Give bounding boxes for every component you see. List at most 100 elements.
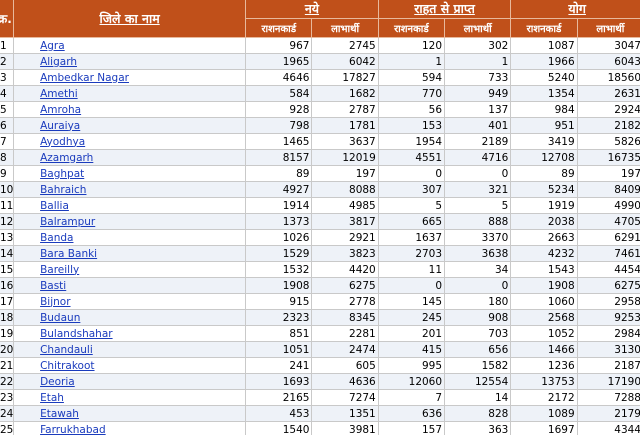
table-row: 15 Bareilly 1532 4420 11 34 1543 4454 — [0, 261, 640, 278]
district-cell: Bulandshahar — [13, 325, 247, 342]
total-beneficiaries-cell: 7461 — [576, 245, 640, 262]
district-link[interactable]: Azamgarh — [40, 151, 94, 164]
total-ration-card-cell: 1089 — [510, 405, 578, 422]
district-link[interactable]: Amroha — [40, 103, 82, 116]
total-ration-card-cell: 13753 — [510, 373, 578, 390]
table-row: 21 Chitrakoot 241 605 995 1582 1236 2187 — [0, 357, 640, 374]
relief-ration-card-cell: 7 — [377, 389, 446, 406]
district-link[interactable]: Bareilly — [40, 263, 80, 276]
total-beneficiaries-cell: 2984 — [576, 325, 640, 342]
new-ration-card-cell: 8157 — [245, 149, 313, 166]
table-row: 16 Basti 1908 6275 0 0 1908 6275 — [0, 277, 640, 294]
district-cell: Banda — [13, 229, 247, 246]
relief-ration-card-cell: 0 — [377, 277, 446, 294]
total-ration-card-cell: 984 — [510, 101, 578, 118]
district-cell: Budaun — [13, 309, 247, 326]
district-cell: Basti — [13, 277, 247, 294]
district-link[interactable]: Etawah — [40, 407, 79, 420]
total-ration-card-cell: 1966 — [510, 53, 578, 70]
district-link[interactable]: Chandauli — [40, 343, 93, 356]
district-link[interactable]: Balrampur — [40, 215, 96, 228]
relief-ration-card-cell: 120 — [377, 37, 446, 54]
district-link[interactable]: Budaun — [40, 311, 81, 324]
relief-beneficiaries-cell: 3638 — [444, 245, 512, 262]
district-link[interactable]: Agra — [40, 39, 65, 52]
district-cell: Auraiya — [13, 117, 247, 134]
new-ration-card-cell: 1532 — [245, 261, 313, 278]
serial-cell: 24 — [0, 405, 15, 422]
district-cell: Ayodhya — [13, 133, 247, 150]
relief-beneficiaries-cell: 888 — [444, 213, 512, 230]
district-link[interactable]: Bara Banki — [40, 247, 98, 260]
table-header: क्र. जिले का नाम नये राहत से प्राप्त योग… — [0, 0, 640, 38]
table-row: 17 Bijnor 915 2778 145 180 1060 2958 — [0, 293, 640, 310]
district-link[interactable]: Aligarh — [40, 55, 77, 68]
relief-ration-card-cell: 4551 — [377, 149, 446, 166]
group-header-relief-label: राहत से प्राप्त — [414, 1, 475, 16]
district-link[interactable]: Ayodhya — [40, 135, 86, 148]
serial-cell: 4 — [0, 85, 15, 102]
relief-ration-card-cell: 245 — [377, 309, 446, 326]
relief-ration-card-cell: 0 — [377, 165, 446, 182]
total-beneficiaries-cell: 18560 — [576, 69, 640, 86]
relief-beneficiaries-cell: 733 — [444, 69, 512, 86]
district-cell: Bijnor — [13, 293, 247, 310]
district-link[interactable]: Ambedkar Nagar — [40, 71, 129, 84]
new-beneficiaries-cell: 2474 — [311, 341, 379, 358]
new-beneficiaries-cell: 2745 — [311, 37, 379, 54]
district-link[interactable]: Etah — [40, 391, 64, 404]
group-header-new-label: नये — [304, 1, 320, 16]
relief-ration-card-cell: 11 — [377, 261, 446, 278]
district-link[interactable]: Bulandshahar — [40, 327, 113, 340]
serial-cell: 21 — [0, 357, 15, 374]
district-link[interactable]: Chitrakoot — [40, 359, 95, 372]
table-row: 25 Farrukhabad 1540 3981 157 363 1697 4344 — [0, 421, 640, 435]
relief-ration-card-cell: 157 — [377, 421, 446, 435]
total-ration-card-cell: 2663 — [510, 229, 578, 246]
district-link[interactable]: Bijnor — [40, 295, 71, 308]
table-row: 4 Amethi 584 1682 770 949 1354 2631 — [0, 85, 640, 102]
total-beneficiaries-cell: 2179 — [576, 405, 640, 422]
new-beneficiaries-cell: 3637 — [311, 133, 379, 150]
district-link[interactable]: Auraiya — [40, 119, 81, 132]
table-row: 6 Auraiya 798 1781 153 401 951 2182 — [0, 117, 640, 134]
table-row: 5 Amroha 928 2787 56 137 984 2924 — [0, 101, 640, 118]
serial-cell: 25 — [0, 421, 15, 435]
district-cell: Chandauli — [13, 341, 247, 358]
district-link[interactable]: Baghpat — [40, 167, 85, 180]
total-ration-card-cell: 1052 — [510, 325, 578, 342]
district-link[interactable]: Bahraich — [40, 183, 87, 196]
group-header-total: योग — [510, 0, 640, 19]
new-beneficiaries-cell: 3823 — [311, 245, 379, 262]
table-row: 2 Aligarh 1965 6042 1 1 1966 6043 — [0, 53, 640, 70]
relief-beneficiaries-cell: 34 — [444, 261, 512, 278]
table-row: 23 Etah 2165 7274 7 14 2172 7288 — [0, 389, 640, 406]
relief-ration-card-cell: 145 — [377, 293, 446, 310]
new-ration-card-cell: 584 — [245, 85, 313, 102]
district-cell: Amroha — [13, 101, 247, 118]
relief-beneficiaries-cell: 656 — [444, 341, 512, 358]
district-cell: Deoria — [13, 373, 247, 390]
serial-cell: 2 — [0, 53, 15, 70]
total-beneficiaries-cell: 3047 — [576, 37, 640, 54]
district-link[interactable]: Amethi — [40, 87, 78, 100]
district-link[interactable]: Banda — [40, 231, 74, 244]
district-link[interactable]: Deoria — [40, 375, 75, 388]
new-ration-card-cell: 1908 — [245, 277, 313, 294]
relief-beneficiaries-cell: 0 — [444, 165, 512, 182]
total-ration-card-cell: 89 — [510, 165, 578, 182]
relief-ration-card-cell: 415 — [377, 341, 446, 358]
sub-header-beneficiaries: लाभार्थी — [311, 18, 379, 38]
new-beneficiaries-cell: 2778 — [311, 293, 379, 310]
new-ration-card-cell: 1529 — [245, 245, 313, 262]
new-beneficiaries-cell: 2921 — [311, 229, 379, 246]
sub-header-ration-card: राशनकार्ड — [510, 18, 578, 38]
total-ration-card-cell: 1908 — [510, 277, 578, 294]
district-link[interactable]: Basti — [40, 279, 67, 292]
relief-beneficiaries-cell: 321 — [444, 181, 512, 198]
relief-ration-card-cell: 594 — [377, 69, 446, 86]
district-link[interactable]: Ballia — [40, 199, 69, 212]
group-header-total-label: योग — [568, 1, 586, 16]
district-link[interactable]: Farrukhabad — [40, 423, 106, 435]
